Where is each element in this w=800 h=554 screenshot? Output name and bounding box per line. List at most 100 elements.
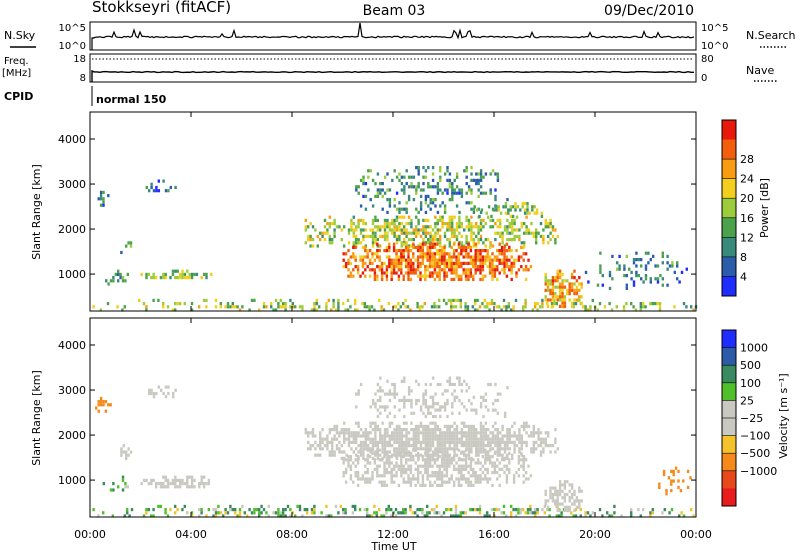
- scatter-cell: [337, 511, 340, 515]
- scatter-cell: [388, 392, 392, 396]
- scatter-cell: [529, 474, 533, 478]
- scatter-cell: [549, 238, 552, 242]
- scatter-cell: [162, 485, 165, 489]
- scatter-cell: [371, 437, 375, 441]
- scatter-cell: [198, 482, 201, 486]
- scatter-cell: [224, 305, 227, 309]
- scatter-cell: [347, 231, 351, 235]
- scatter-cell: [321, 440, 324, 444]
- scatter-cell: [579, 508, 582, 512]
- scatter-cell: [513, 440, 516, 444]
- scatter-cell: [519, 208, 522, 212]
- scatter-cell: [298, 508, 302, 512]
- scatter-cell: [124, 279, 127, 283]
- scatter-cell: [498, 451, 501, 455]
- scatter-cell: [467, 471, 470, 475]
- scatter-cell: [446, 434, 449, 438]
- scatter-cell: [352, 255, 355, 259]
- scatter-cell: [424, 424, 427, 428]
- scatter-cell: [506, 198, 509, 202]
- scatter-cell: [513, 222, 516, 226]
- scatter-cell: [412, 411, 416, 415]
- scatter-cell: [380, 268, 384, 272]
- scatter-cell: [424, 431, 427, 435]
- scatter-cell: [392, 467, 396, 471]
- scatter-cell: [470, 437, 473, 441]
- scatter-cell: [403, 405, 406, 409]
- scatter-cell: [347, 458, 350, 462]
- scatter-cell: [120, 453, 123, 457]
- scatter-cell: [469, 461, 473, 465]
- scatter-cell: [494, 408, 497, 412]
- scatter-cell: [333, 222, 336, 226]
- scatter-cell: [402, 455, 405, 459]
- scatter-cell: [121, 279, 125, 283]
- scatter-cell: [436, 261, 439, 265]
- scatter-cell: [436, 231, 439, 235]
- scatter-cell: [475, 450, 478, 454]
- scatter-cell: [121, 308, 124, 312]
- scatter-cell: [482, 225, 485, 229]
- scatter-cell: [441, 440, 444, 444]
- scatter-cell: [493, 255, 497, 259]
- scatter-cell: [651, 511, 654, 515]
- scatter-cell: [421, 458, 425, 462]
- scatter-cell: [243, 511, 246, 515]
- scatter-cell: [464, 245, 468, 249]
- scatter-cell: [386, 210, 389, 214]
- scatter-cell: [364, 207, 368, 211]
- scatter-cell: [418, 305, 422, 309]
- scatter-cell: [385, 508, 388, 512]
- scatter-cell: [460, 474, 463, 478]
- scatter-cell: [475, 225, 478, 229]
- scatter-cell: [457, 483, 461, 487]
- scatter-cell: [424, 169, 428, 173]
- scatter-cell: [529, 265, 533, 269]
- scatter-cell: [506, 231, 509, 235]
- scatter-cell: [610, 514, 614, 518]
- scatter-cell: [439, 204, 442, 208]
- scatter-cell: [438, 464, 441, 468]
- scatter-cell: [428, 271, 432, 275]
- scatter-cell: [573, 508, 576, 513]
- scatter-cell: [439, 241, 442, 245]
- scatter-cell: [405, 207, 408, 211]
- freq-top-tick: 18: [73, 54, 86, 65]
- scatter-cell: [451, 194, 454, 198]
- scatter-cell: [500, 511, 503, 515]
- scatter-cell: [639, 305, 642, 309]
- scatter-cell: [186, 475, 189, 479]
- scatter-cell: [379, 434, 382, 438]
- scatter-cell: [478, 305, 482, 309]
- scatter-cell: [486, 305, 489, 309]
- scatter-cell: [479, 169, 483, 173]
- scatter-cell: [398, 434, 401, 438]
- scatter-cell: [472, 467, 475, 471]
- scatter-cell: [357, 225, 360, 229]
- scatter-cell: [452, 268, 456, 272]
- scatter-cell: [181, 272, 184, 276]
- scatter-cell: [443, 461, 446, 465]
- scatter-cell: [403, 207, 406, 211]
- scatter-cell: [381, 450, 384, 454]
- scatter-cell: [431, 201, 435, 205]
- scatter-cell: [361, 474, 365, 478]
- scatter-cell: [450, 508, 453, 512]
- scatter-cell: [443, 234, 447, 238]
- scatter-cell: [415, 185, 418, 189]
- scatter-cell: [570, 282, 574, 286]
- scatter-cell: [467, 274, 470, 278]
- scatter-cell: [310, 308, 314, 312]
- scatter-cell: [503, 447, 507, 451]
- scatter-cell: [505, 258, 509, 262]
- scatter-cell: [398, 444, 401, 448]
- scatter-cell: [563, 295, 567, 299]
- scatter-cell: [357, 222, 360, 226]
- scatter-cell: [549, 486, 552, 490]
- scatter-cell: [551, 304, 555, 308]
- scatter-cell: [416, 508, 419, 512]
- scatter-cell: [351, 511, 354, 515]
- scatter-cell: [157, 298, 160, 302]
- scatter-cell: [428, 245, 432, 249]
- scatter-cell: [534, 508, 537, 512]
